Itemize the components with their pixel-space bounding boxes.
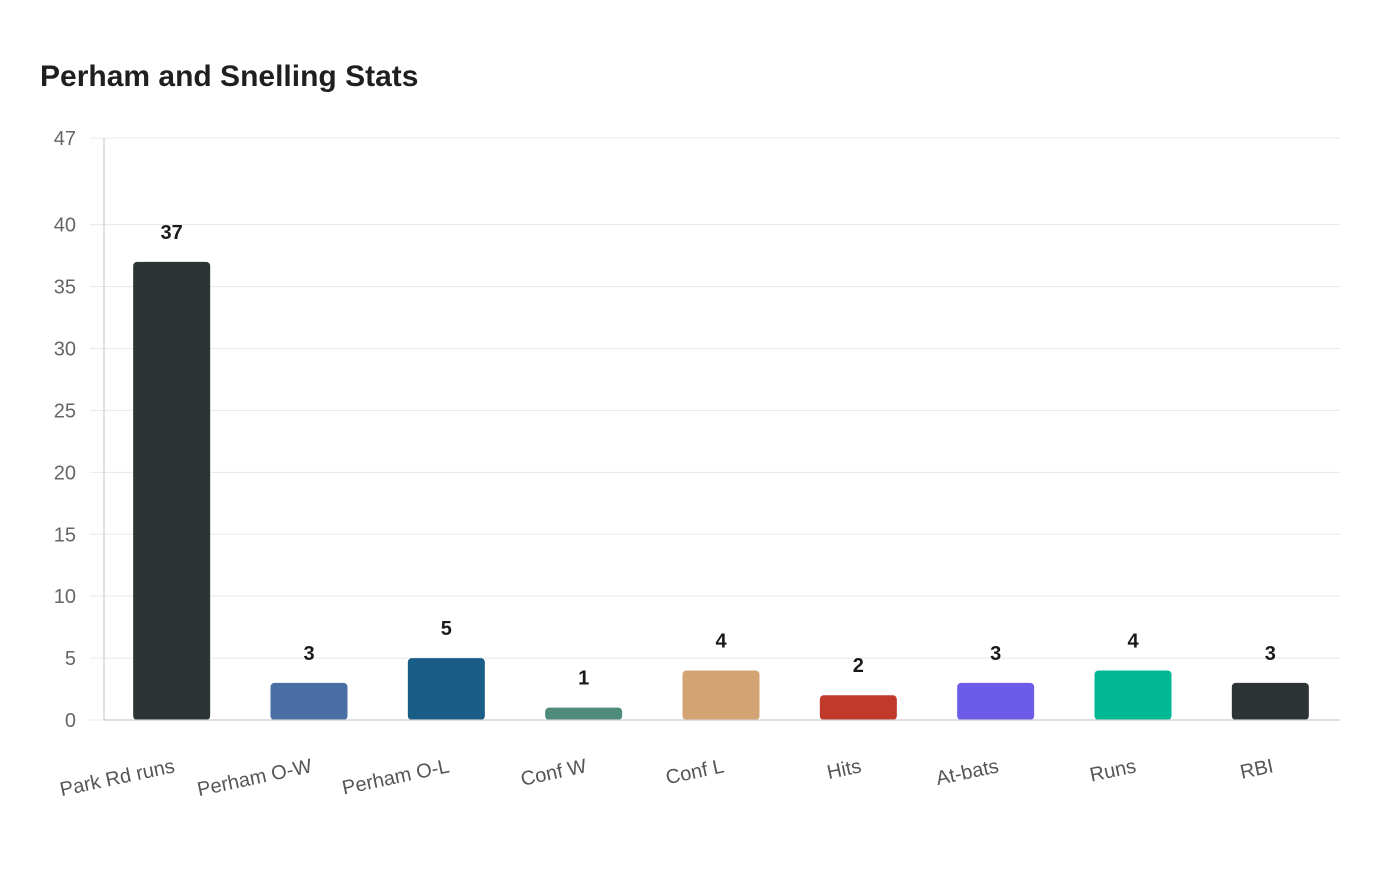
bar [1094,670,1172,720]
y-tick-label: 15 [54,524,76,546]
chart-title: Perham and Snelling Stats [40,60,419,93]
bar [545,707,623,720]
bar [819,695,897,720]
y-tick-label: 35 [54,277,76,299]
x-tick-label: At-bats [934,755,1001,790]
bar [1231,682,1309,720]
bar [682,670,760,720]
data-label: 5 [441,618,452,640]
bar [407,658,485,720]
data-labels: 37 3 5 1 4 2 3 4 3 [161,222,1276,690]
data-label: 3 [1265,643,1276,665]
data-label: 4 [715,630,727,652]
data-label: 2 [853,655,864,677]
x-tick-label: Runs [1088,755,1138,786]
y-tick-label: 10 [54,586,76,608]
y-tick-label: 30 [54,339,76,361]
bar [270,682,348,720]
y-tick-label: 47 [54,128,76,150]
data-label: 1 [578,668,589,690]
y-tick-label: 40 [54,215,76,237]
x-tick-label: RBI [1238,755,1275,783]
bar [133,261,211,720]
y-tick-label: 25 [54,400,76,422]
data-label: 3 [303,643,314,665]
y-tick-label: 0 [65,710,76,732]
x-tick-label: Perham O-W [195,755,314,801]
bars [133,261,1309,720]
data-label: 4 [1127,630,1139,652]
gridlines [90,137,1340,721]
x-axis-categories: Park Rd runs Perham O-W Perham O-L Conf W Co… [58,755,1275,801]
data-label: 37 [161,222,183,244]
bar [957,682,1035,720]
y-axis-ticks: 0 5 10 15 20 25 30 35 40 47 [54,128,76,732]
y-tick-label: 20 [54,462,76,484]
x-tick-label: Conf W [519,755,589,790]
x-tick-label: Perham O-L [340,755,451,799]
x-tick-label: Hits [825,755,863,784]
x-tick-label: Conf L [664,755,726,789]
x-tick-label: Park Rd runs [58,755,177,801]
y-tick-label: 5 [65,648,76,670]
data-label: 3 [990,643,1001,665]
